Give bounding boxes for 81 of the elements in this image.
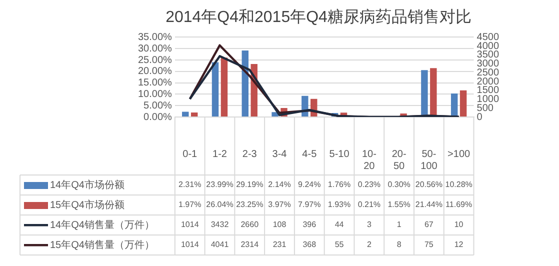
data-label: 3 <box>366 220 372 230</box>
bar <box>182 112 189 116</box>
x-tick-label: 50-100 <box>420 148 438 172</box>
data-label: 231 <box>272 240 287 250</box>
data-label: 2.14% <box>268 180 291 190</box>
data-label: 1.55% <box>388 200 410 210</box>
data-label: 44 <box>334 220 344 230</box>
data-label: 1014 <box>180 240 200 250</box>
y-tick-label: 15.00% <box>138 78 172 89</box>
data-label: 0.21% <box>358 200 381 210</box>
data-label: 2314 <box>240 240 260 250</box>
data-label: 1.93% <box>328 200 351 210</box>
data-label: 0.30% <box>388 180 410 190</box>
data-label: 108 <box>272 220 287 230</box>
data-label: 2 <box>366 240 372 250</box>
y2-tick-label: 4500 <box>476 32 500 43</box>
data-label: 2.31% <box>178 180 202 190</box>
data-label: 12 <box>454 240 464 250</box>
chart-title: 2014年Q4和2015年Q4糖尿病药品销售对比 <box>166 8 472 26</box>
y2-tick-label: 3000 <box>476 58 500 70</box>
x-tick-label: 4-5 <box>302 148 318 160</box>
legend-label: 15年Q4市场份额 <box>50 198 124 211</box>
y2-tick-label: 4000 <box>476 40 500 52</box>
x-tick-label: 10-20 <box>362 148 376 172</box>
data-label: 3.97% <box>268 200 291 210</box>
x-tick-label: 1-2 <box>212 148 228 160</box>
bar <box>430 68 437 116</box>
x-tick-label: 0-1 <box>182 148 198 160</box>
y-tick-label: 30.00% <box>138 43 172 54</box>
bar <box>190 112 198 116</box>
y-tick-label: 5.00% <box>144 100 172 112</box>
y2-tick-label: 500 <box>476 102 494 114</box>
bar <box>421 70 428 116</box>
legend-label: 14年Q4销售量（万件） <box>50 218 154 231</box>
data-label: 20.56% <box>415 180 442 190</box>
data-label: 2660 <box>240 220 260 230</box>
y2-tick-label: 1000 <box>476 94 500 106</box>
data-label: 10.28% <box>445 180 472 190</box>
y-tick-label: 10.00% <box>138 88 172 100</box>
data-label: 396 <box>302 220 317 230</box>
bar <box>450 94 458 116</box>
bar <box>212 62 219 116</box>
data-label: 23.25% <box>236 200 264 210</box>
data-label: 3432 <box>210 220 230 230</box>
x-tick-label: 20-50 <box>392 148 406 172</box>
data-label: 4041 <box>210 240 230 250</box>
data-label: 67 <box>424 220 434 230</box>
data-label: 368 <box>302 240 317 250</box>
y2-tick-label: 3500 <box>476 50 500 61</box>
data-label: 26.04% <box>206 200 234 210</box>
data-label: 10 <box>454 220 464 230</box>
data-label: 1.76% <box>328 180 351 190</box>
data-label: 21.44% <box>415 200 442 210</box>
data-label: 23.99% <box>206 180 234 190</box>
data-label: 7.97% <box>298 200 321 210</box>
y-tick-label: 35.00% <box>138 32 172 43</box>
bar <box>220 58 228 116</box>
y2-tick-label: 2500 <box>476 67 500 78</box>
data-label: 11.69% <box>446 200 472 210</box>
data-label: 1014 <box>180 220 200 230</box>
x-tick-label: >100 <box>448 148 471 160</box>
x-tick-label: 2-3 <box>242 148 258 160</box>
y-tick-label: 25.00% <box>138 54 172 66</box>
x-tick-label: 5-10 <box>329 148 350 160</box>
legend-label: 14年Q4市场份额 <box>50 178 124 191</box>
data-label: 1.97% <box>178 200 202 210</box>
data-label: 29.19% <box>236 180 264 190</box>
data-label: 55 <box>334 240 344 250</box>
data-label: 0.23% <box>358 180 381 190</box>
bar <box>460 90 467 116</box>
x-tick-label: 3-4 <box>272 148 288 160</box>
y2-tick-label: 1500 <box>476 85 500 96</box>
data-label: 9.24% <box>298 180 321 190</box>
data-label: 75 <box>424 240 434 250</box>
y-tick-label: 0.00% <box>144 112 172 123</box>
legend-label: 15年Q4销售量（万件） <box>50 238 154 251</box>
y2-tick-label: 0 <box>476 112 483 123</box>
y-tick-label: 20.00% <box>138 66 172 78</box>
y2-tick-label: 2000 <box>476 76 500 88</box>
data-label: 8 <box>396 240 402 250</box>
data-label: 1 <box>396 220 402 230</box>
